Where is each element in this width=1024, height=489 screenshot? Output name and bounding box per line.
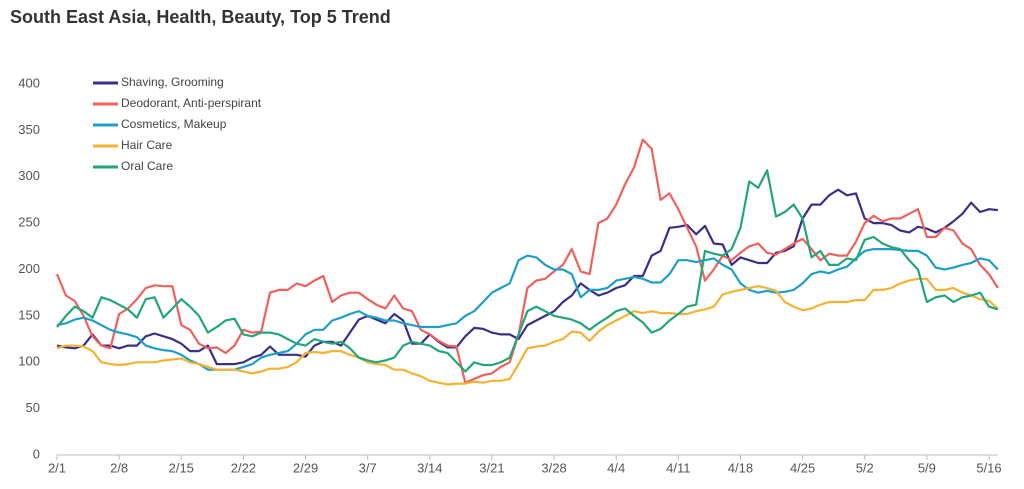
x-tick-label: 4/18 xyxy=(728,460,753,475)
x-tick-label: 4/25 xyxy=(790,460,815,475)
x-tick-label: 4/11 xyxy=(666,460,690,475)
legend-label: Shaving, Grooming xyxy=(121,75,224,89)
y-tick-label: 50 xyxy=(26,400,40,415)
series-line xyxy=(56,169,999,373)
x-tick-label: 2/29 xyxy=(293,460,318,475)
x-tick-label: 5/16 xyxy=(976,460,1001,475)
y-tick-label: 0 xyxy=(33,446,40,461)
legend-label: Cosmetics, Makeup xyxy=(121,117,227,131)
x-tick-label: 3/21 xyxy=(479,460,504,475)
x-tick-label: 2/1 xyxy=(48,460,66,475)
x-tick-label: 2/8 xyxy=(110,460,128,475)
y-tick-label: 250 xyxy=(18,215,40,230)
legend-label: Deodorant, Anti-perspirant xyxy=(121,96,262,110)
series-line xyxy=(56,277,999,386)
y-tick-label: 100 xyxy=(18,354,40,369)
legend: Shaving, Grooming Deodorant, Anti-perspir… xyxy=(93,75,262,173)
x-tick-label: 5/2 xyxy=(856,460,874,475)
y-tick-label: 400 xyxy=(18,75,40,90)
series-line xyxy=(56,188,999,366)
x-tick-label: 2/22 xyxy=(231,460,256,475)
x-tick-label: 4/4 xyxy=(607,460,625,475)
y-tick-label: 350 xyxy=(18,122,40,137)
y-tick-label: 150 xyxy=(18,307,40,322)
legend-label: Oral Care xyxy=(121,159,173,173)
y-tick-label: 200 xyxy=(18,261,40,276)
chart-title: South East Asia, Health, Beauty, Top 5 T… xyxy=(10,7,391,27)
x-tick-label: 3/7 xyxy=(359,460,377,475)
x-tick-label: 3/14 xyxy=(417,460,442,475)
x-tick-label: 3/28 xyxy=(541,460,566,475)
legend-label: Hair Care xyxy=(121,138,173,152)
x-tick-label: 5/9 xyxy=(918,460,936,475)
series-line xyxy=(55,138,999,384)
y-tick-label: 300 xyxy=(18,168,40,183)
x-tick-label: 2/15 xyxy=(169,460,194,475)
